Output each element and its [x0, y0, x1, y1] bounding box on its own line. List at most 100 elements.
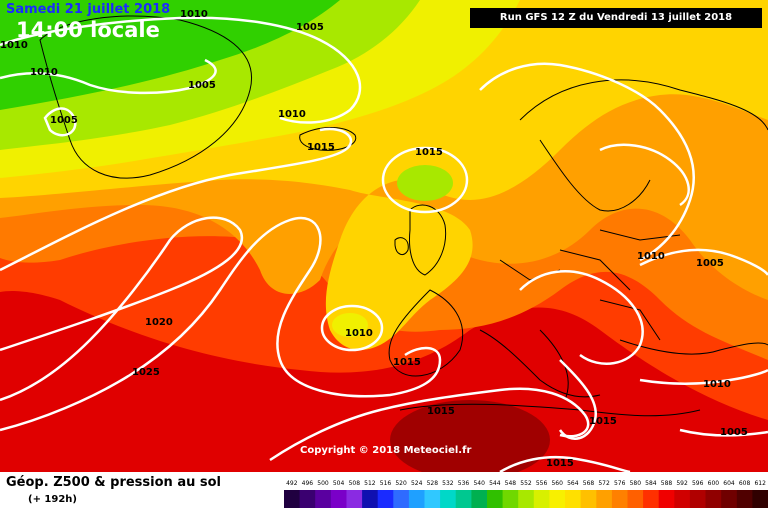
- isobar-label: 1015: [427, 406, 455, 417]
- isobar-label: 1015: [415, 147, 443, 158]
- isobar-label: 1005: [696, 258, 724, 269]
- scale-swatch: [487, 490, 504, 508]
- scale-label: 536: [458, 480, 470, 487]
- scale-swatch: [284, 490, 301, 508]
- scale-label: 528: [427, 480, 439, 487]
- isobar-label: 1010: [703, 379, 731, 390]
- scale-label: 552: [520, 480, 532, 487]
- scale-swatch: [674, 490, 691, 508]
- borders: [499, 229, 681, 341]
- scale-swatch: [580, 490, 597, 508]
- scale-swatch: [346, 490, 363, 508]
- isobar-label: 1010: [30, 67, 58, 78]
- scale-swatch: [533, 490, 550, 508]
- isobar-1015-north-low: [381, 146, 469, 214]
- isobar-label: 1015: [546, 458, 574, 469]
- low-center-west: [332, 313, 368, 337]
- scale-swatch: [643, 490, 660, 508]
- forecast-date: Samedi 21 juillet 2018: [6, 2, 171, 17]
- scale-label: 504: [333, 480, 345, 487]
- black-sea-coast: [619, 339, 768, 355]
- legend-title: Géop. Z500 & pression au sol: [6, 475, 221, 490]
- scale-label: 508: [349, 480, 361, 487]
- isobar-label: 1010: [345, 328, 373, 339]
- scale-swatch: [705, 490, 722, 508]
- isobar-1005-small: [43, 107, 77, 137]
- scale-label: 500: [317, 480, 329, 487]
- scale-label: 532: [442, 480, 454, 487]
- legend-subtitle: (+ 192h): [28, 494, 77, 505]
- isobar-1010-north: [0, 16, 362, 124]
- scale-label: 592: [676, 480, 688, 487]
- isobar-label: 1005: [188, 80, 216, 91]
- scale-swatch: [393, 490, 410, 508]
- scale-label: 596: [692, 480, 704, 487]
- scale-swatch: [611, 490, 628, 508]
- isobar-1005-southeast: [679, 428, 768, 437]
- scale-swatch: [752, 490, 768, 508]
- scale-label: 540: [473, 480, 485, 487]
- scale-swatch: [518, 490, 535, 508]
- scale-label: 548: [505, 480, 517, 487]
- isobar-1005-east: [639, 248, 768, 276]
- scale-label: 556: [536, 480, 548, 487]
- scale-swatch: [440, 490, 457, 508]
- isobar-1015-nordic: [599, 143, 690, 207]
- scale-swatch: [377, 490, 394, 508]
- isobar-1010-central: [519, 270, 644, 365]
- isobar-label: 1005: [50, 115, 78, 126]
- isobars: [0, 16, 768, 474]
- mediterranean-north: [479, 329, 601, 398]
- scale-swatch: [299, 490, 316, 508]
- scale-swatch: [330, 490, 347, 508]
- britain-coast: [409, 204, 447, 276]
- isobar-label: 1010: [637, 251, 665, 262]
- scale-label: 524: [411, 480, 423, 487]
- isobar-labels: 1010 1010 1005 1010 1005 1005 1010 1015 1015 1010…: [0, 9, 748, 469]
- scale-swatch: [362, 490, 379, 508]
- isobar-label: 1005: [296, 22, 324, 33]
- scale-label: 604: [723, 480, 735, 487]
- scale-swatch: [315, 490, 332, 508]
- greenland-coast: [39, 15, 252, 179]
- isobar-1015-south: [269, 387, 590, 462]
- scandinavia-coast: [519, 79, 768, 131]
- scale-label: 608: [739, 480, 751, 487]
- scale-label: 516: [380, 480, 392, 487]
- coastlines: [39, 15, 768, 417]
- low-center-north: [397, 165, 453, 201]
- scale-swatch: [596, 490, 613, 508]
- isobar-label: 1010: [0, 40, 28, 51]
- scale-swatch: [471, 490, 488, 508]
- scale-swatch: [502, 490, 519, 508]
- copyright: Copyright © 2018 Meteociel.fr: [300, 445, 472, 456]
- isobar-label: 1010: [278, 109, 306, 120]
- isobar-1015-africa: [499, 455, 631, 474]
- scale-label: 520: [395, 480, 407, 487]
- isobar-label: 1010: [180, 9, 208, 20]
- scale-label: 496: [302, 480, 314, 487]
- isobar-label: 1020: [145, 317, 173, 328]
- isobar-1025: [0, 216, 442, 432]
- legend-footer: Géop. Z500 & pression au sol (+ 192h) 49…: [0, 472, 768, 512]
- scale-swatch: [424, 490, 441, 508]
- isobar-1010-west-low: [320, 304, 384, 352]
- scale-swatch: [721, 490, 738, 508]
- scale-label: 568: [583, 480, 595, 487]
- weather-map: 1010 1010 1005 1010 1005 1005 1010 1015 1015 1010…: [0, 0, 768, 480]
- ireland-coast: [394, 237, 409, 256]
- scale-label: 576: [614, 480, 626, 487]
- scale-label: 512: [364, 480, 376, 487]
- isobar-1020: [0, 216, 244, 402]
- scale-label: 612: [754, 480, 766, 487]
- isobar-1015-med: [558, 359, 598, 440]
- scale-label: 600: [708, 480, 720, 487]
- isobar-1005-greenland: [0, 58, 217, 95]
- scale-label: 492: [286, 480, 298, 487]
- isobar-label: 1005: [720, 427, 748, 438]
- scale-label: 544: [489, 480, 501, 487]
- scale-swatch: [689, 490, 706, 508]
- isobar-label: 1015: [589, 416, 617, 427]
- scale-swatch: [455, 490, 472, 508]
- map-canvas: 1010 1010 1005 1010 1005 1005 1010 1015 1015 1010…: [0, 0, 768, 480]
